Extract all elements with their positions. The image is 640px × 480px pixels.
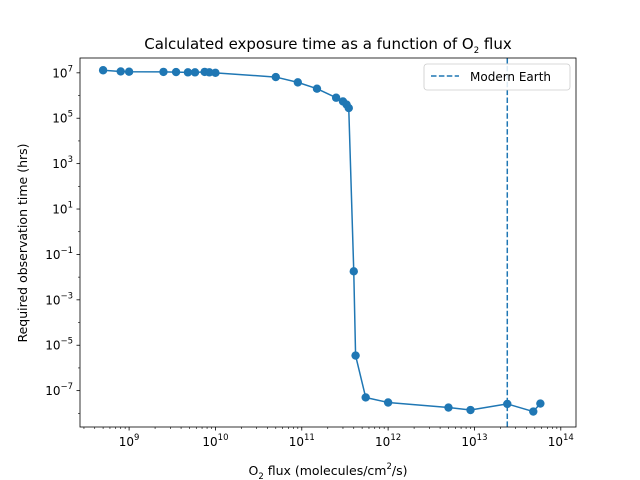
data-point bbox=[529, 407, 538, 416]
data-point bbox=[351, 351, 360, 360]
legend-label-modern-earth: Modern Earth bbox=[470, 70, 551, 84]
x-tick-label: 1011 bbox=[289, 433, 315, 449]
title-main: Calculated exposure time as a function o… bbox=[144, 35, 474, 53]
data-point bbox=[124, 67, 134, 76]
y-tick-label: 10−3 bbox=[45, 291, 73, 307]
x-tick-label: 1013 bbox=[461, 433, 487, 449]
chart-title: Calculated exposure time as a function o… bbox=[144, 35, 512, 56]
x-tick-label: 1014 bbox=[548, 433, 574, 449]
data-point bbox=[205, 68, 214, 77]
data-point bbox=[503, 399, 512, 409]
x-tick-label: 1012 bbox=[375, 433, 401, 449]
y-tick-label: 103 bbox=[52, 155, 73, 171]
data-point bbox=[190, 68, 200, 77]
legend: Modern Earth bbox=[423, 63, 571, 91]
xlabel-subscript: 2 bbox=[258, 472, 263, 480]
plot-frame bbox=[79, 57, 577, 428]
data-point bbox=[271, 72, 280, 82]
y-axis-label: Required observation time (hrs) bbox=[15, 143, 30, 342]
y-tick-label: 101 bbox=[52, 201, 73, 217]
title-subscript: 2 bbox=[474, 46, 479, 56]
data-point bbox=[312, 84, 322, 93]
data-point bbox=[361, 393, 370, 402]
data-point bbox=[159, 67, 168, 77]
title-tail: flux bbox=[479, 35, 512, 53]
data-point bbox=[293, 78, 303, 87]
x-axis-ticks: 109 1010 1011 1012 1013 1014 bbox=[83, 427, 574, 449]
y-tick-label: 10−1 bbox=[45, 246, 73, 262]
series-line bbox=[103, 69, 541, 413]
legend-box bbox=[423, 63, 571, 91]
x-tick-label: 1010 bbox=[202, 433, 228, 449]
y-tick-label: 107 bbox=[52, 64, 73, 80]
data-point bbox=[344, 103, 353, 113]
y-tick-label: 10−7 bbox=[45, 382, 73, 398]
data-point bbox=[183, 68, 193, 77]
plot-layer bbox=[98, 58, 545, 427]
xlabel-superscript: 2 bbox=[386, 462, 391, 472]
data-point bbox=[211, 68, 220, 78]
data-point bbox=[536, 399, 545, 408]
x-axis-label: O2 flux (molecules/cm2/s) bbox=[248, 462, 407, 480]
y-tick-label: 105 bbox=[52, 110, 73, 126]
data-point bbox=[466, 405, 475, 415]
data-point bbox=[349, 267, 358, 276]
data-point bbox=[171, 67, 181, 77]
data-point bbox=[116, 67, 125, 76]
data-point bbox=[98, 66, 108, 75]
xlabel-mid: flux (molecules/cm bbox=[264, 463, 387, 478]
data-point bbox=[444, 403, 453, 412]
data-point bbox=[331, 93, 341, 102]
xlabel-main: O bbox=[248, 463, 258, 478]
xlabel-tail: /s) bbox=[392, 463, 408, 478]
x-tick-label: 109 bbox=[119, 433, 140, 449]
y-tick-label: 10−5 bbox=[45, 337, 73, 353]
y-axis-ticks: 107 105 103 101 10−1 10−3 10−5 10−7 bbox=[45, 64, 80, 414]
data-point bbox=[383, 398, 393, 407]
